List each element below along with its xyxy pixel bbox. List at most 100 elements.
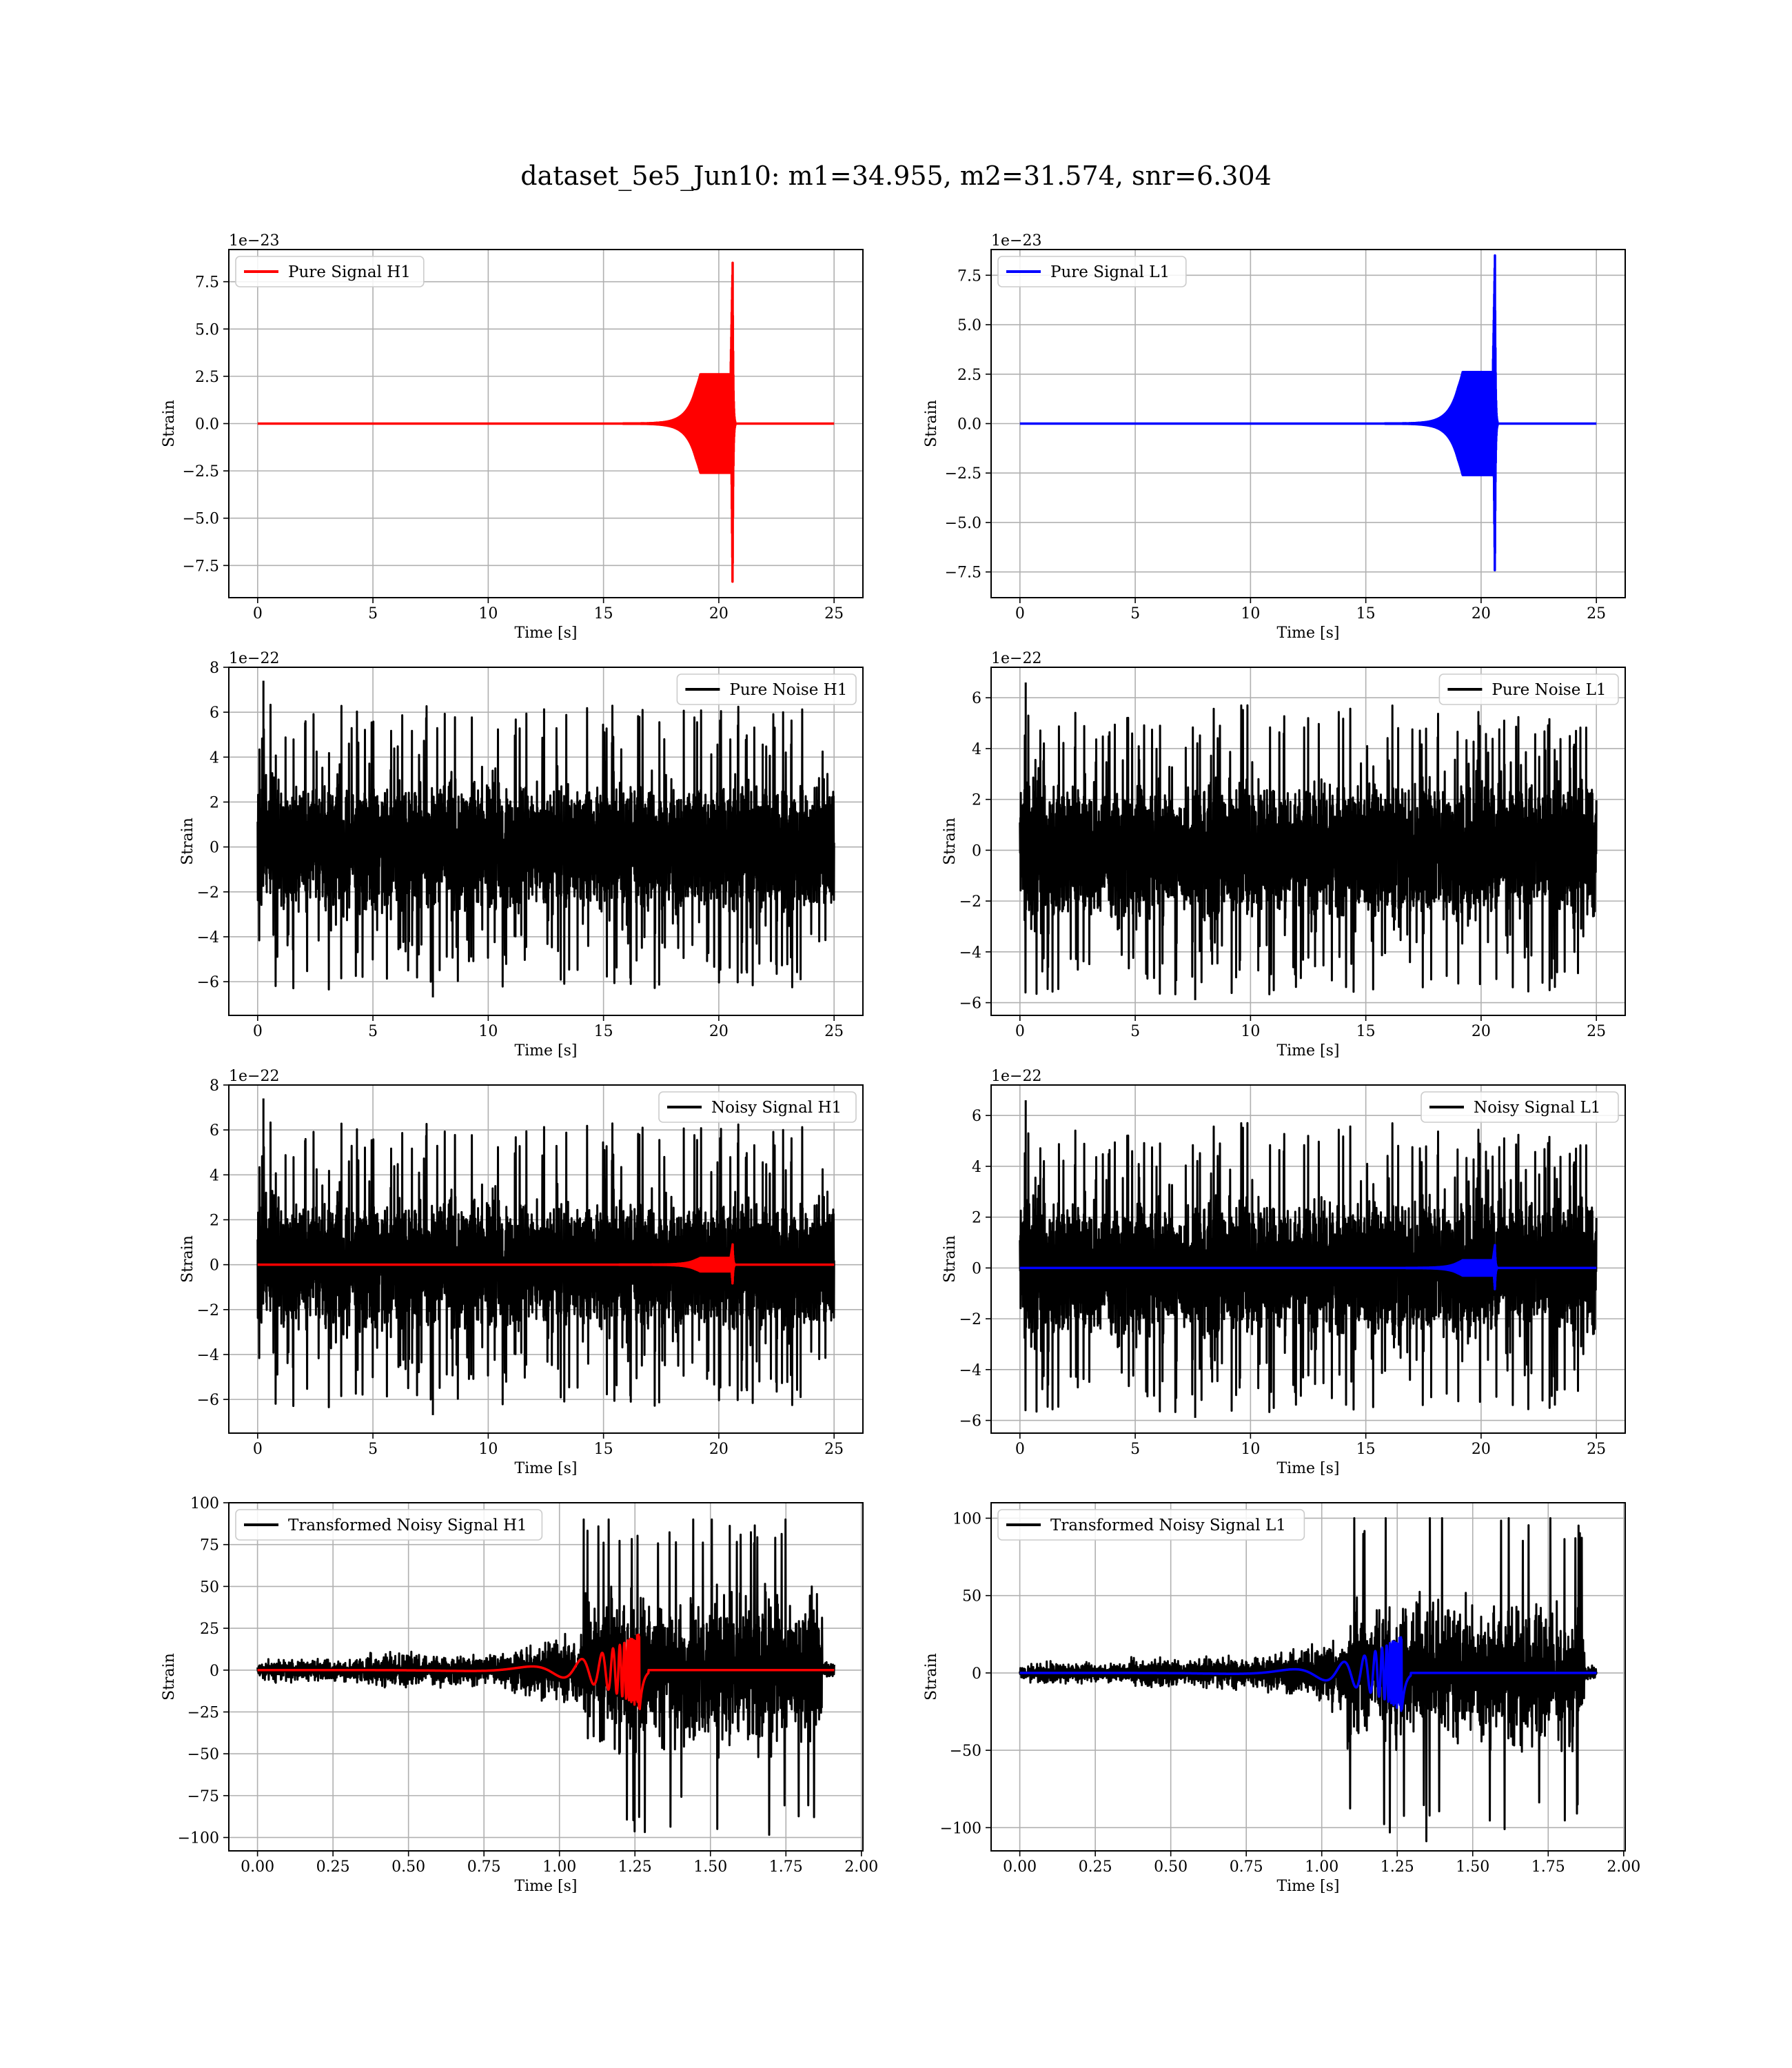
x-axis-label: Time [s] — [1276, 625, 1339, 642]
x-tick-label: 25 — [824, 1441, 844, 1458]
plot-area — [1019, 1517, 1598, 1843]
y-tick-label: −2 — [197, 884, 219, 902]
y-tick-label: 25 — [200, 1621, 219, 1638]
y-tick-label: −6 — [197, 974, 219, 991]
x-tick-label: 5 — [368, 605, 378, 622]
legend-box — [1438, 673, 1619, 705]
y-offset-text: 1e−22 — [991, 1068, 1041, 1085]
y-tick-label: −4 — [197, 1347, 219, 1364]
axes-frame — [990, 667, 1626, 1016]
x-tick-label: 0.00 — [241, 1858, 274, 1876]
y-tick-label: 2.5 — [957, 367, 981, 384]
subplot-noise_h1: 0 5 10 15 20 25 −6 −4 −2 0 2 4 6 8 Time [s] Strain 1e−22… — [179, 650, 864, 1060]
y-tick-label: 2 — [972, 792, 981, 809]
y-tick-label: 2 — [210, 1212, 219, 1229]
series-line-overlay-1 — [1019, 1636, 1598, 1712]
x-tick-label: 5 — [1130, 1023, 1140, 1040]
y-tick-label: 6 — [972, 1108, 981, 1125]
x-tick-label: 0.50 — [1154, 1858, 1188, 1876]
y-axis-label: Strain — [161, 400, 178, 447]
y-tick-label: 4 — [210, 749, 219, 767]
y-tick-label: 6 — [210, 704, 219, 722]
y-tick-label: 7.5 — [957, 267, 981, 285]
plot-area — [1019, 1100, 1598, 1418]
x-tick-label: 1.50 — [693, 1858, 727, 1876]
y-tick-label: −2 — [197, 1302, 219, 1319]
series-line-pure-signal-h1 — [256, 261, 835, 583]
x-tick-label: 20 — [1472, 1441, 1491, 1458]
x-tick-label: 10 — [1241, 1023, 1260, 1040]
x-tick-label: 0 — [1015, 605, 1025, 622]
y-tick-label: −50 — [187, 1746, 219, 1763]
y-tick-label: 75 — [200, 1537, 219, 1554]
y-axis-label: Strain — [941, 818, 959, 865]
legend-box — [235, 256, 425, 287]
y-tick-label: 7.5 — [195, 274, 219, 292]
y-axis-label: Strain — [179, 1235, 196, 1283]
y-tick-label: −2.5 — [945, 465, 981, 483]
series-line-pure-noise-h1 — [256, 680, 835, 997]
legend: Transformed Noisy Signal H1 — [235, 1509, 543, 1541]
y-tick-label: 2.5 — [195, 369, 219, 386]
y-axis-label: Strain — [161, 1653, 178, 1701]
y-tick-label: −2 — [959, 893, 981, 911]
figure-title: dataset_5e5_Jun10: m1=34.955, m2=31.574,… — [520, 161, 1272, 192]
axes-frame — [228, 1502, 864, 1852]
y-tick-label: −5.0 — [945, 515, 981, 532]
y-tick-label: 2 — [210, 794, 219, 811]
series-line-transformed-noisy-signal-l1 — [1019, 1517, 1598, 1843]
x-tick-label: 0 — [1015, 1441, 1025, 1458]
y-tick-label: 50 — [962, 1588, 981, 1605]
y-tick-label: −7.5 — [183, 558, 219, 575]
y-tick-label: 0.0 — [195, 416, 219, 434]
legend-label: Pure Noise H1 — [729, 681, 847, 699]
y-tick-label: 0 — [972, 1260, 981, 1277]
legend-box — [1421, 1091, 1619, 1123]
x-tick-label: 25 — [1587, 1023, 1606, 1040]
x-tick-label: 0.75 — [1230, 1858, 1263, 1876]
x-tick-label: 0.50 — [391, 1858, 425, 1876]
y-offset-text: 1e−22 — [229, 650, 279, 667]
subplot-signal_l1: 0 5 10 15 20 25 −7.5 −5.0 −2.5 0.0 2.5 5.0 7.5 Time [… — [923, 232, 1626, 642]
x-tick-label: 20 — [709, 1441, 729, 1458]
series-line-noisy-signal-h1 — [256, 1098, 835, 1415]
y-tick-label: −5.0 — [183, 511, 219, 528]
x-tick-label: 0.00 — [1003, 1858, 1037, 1876]
y-tick-label: 4 — [972, 1159, 981, 1176]
x-tick-label: 10 — [1241, 605, 1260, 622]
x-tick-label: 10 — [478, 1441, 498, 1458]
subplot-signal_h1: 0 5 10 15 20 25 −7.5 −5.0 −2.5 0.0 2.5 5.0 7.5 Time [… — [161, 232, 864, 642]
x-tick-label: 0 — [253, 1441, 263, 1458]
subplot-transformed_h1: 0.00 0.25 0.50 0.75 1.00 1.25 1.50 1.75 2.00 −100… — [161, 1495, 878, 1895]
y-tick-label: 0 — [210, 1257, 219, 1275]
x-tick-label: 2.00 — [1607, 1858, 1640, 1876]
subplot-transformed_l1: 0.00 0.25 0.50 0.75 1.00 1.25 1.50 1.75 2.00 −100… — [923, 1502, 1640, 1895]
y-tick-label: 5.0 — [195, 321, 219, 338]
x-tick-label: 1.75 — [769, 1858, 803, 1876]
axes-frame — [228, 1084, 864, 1434]
y-tick-label: 100 — [953, 1510, 981, 1528]
x-tick-label: 20 — [709, 605, 729, 622]
x-tick-label: 15 — [594, 605, 613, 622]
y-tick-label: −4 — [197, 929, 219, 946]
y-tick-label: −100 — [178, 1830, 219, 1847]
plot-area — [1019, 682, 1598, 1000]
plot-area — [256, 680, 835, 997]
x-axis-label: Time [s] — [514, 1460, 577, 1477]
legend: Pure Noise H1 — [676, 673, 857, 705]
x-tick-label: 0.25 — [316, 1858, 350, 1876]
series-line-pure-noise-l1 — [1019, 682, 1598, 1000]
series-line-overlay-1 — [256, 1633, 835, 1710]
legend: Pure Noise L1 — [1438, 673, 1619, 705]
series-line-noisy-signal-l1 — [1019, 1100, 1598, 1418]
legend-label: Noisy Signal H1 — [711, 1099, 842, 1117]
legend: Noisy Signal L1 — [1421, 1091, 1619, 1123]
y-tick-label: 0 — [210, 1663, 219, 1680]
y-tick-label: −4 — [959, 1362, 981, 1379]
x-tick-label: 20 — [709, 1023, 729, 1040]
y-tick-label: 100 — [190, 1495, 219, 1512]
y-tick-label: 4 — [210, 1167, 219, 1184]
x-axis-label: Time [s] — [1276, 1042, 1339, 1060]
y-offset-text: 1e−23 — [991, 232, 1041, 250]
y-tick-label: 0.0 — [957, 416, 981, 434]
